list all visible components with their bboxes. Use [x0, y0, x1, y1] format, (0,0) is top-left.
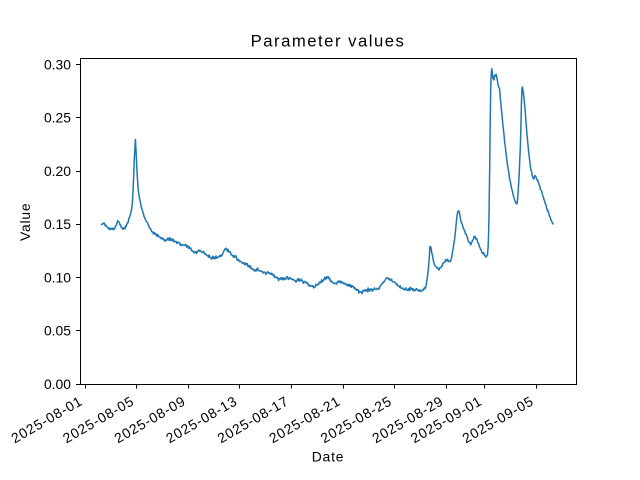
svg-text:Date: Date	[312, 448, 345, 464]
svg-text:0.15: 0.15	[44, 216, 71, 232]
svg-text:Parameter values: Parameter values	[251, 32, 406, 51]
svg-text:0.10: 0.10	[44, 270, 71, 286]
svg-text:Value: Value	[17, 203, 33, 242]
svg-text:0.00: 0.00	[44, 376, 71, 392]
svg-text:0.30: 0.30	[44, 56, 71, 72]
svg-text:0.05: 0.05	[44, 323, 71, 339]
svg-text:0.25: 0.25	[44, 110, 71, 126]
svg-text:0.20: 0.20	[44, 163, 71, 179]
